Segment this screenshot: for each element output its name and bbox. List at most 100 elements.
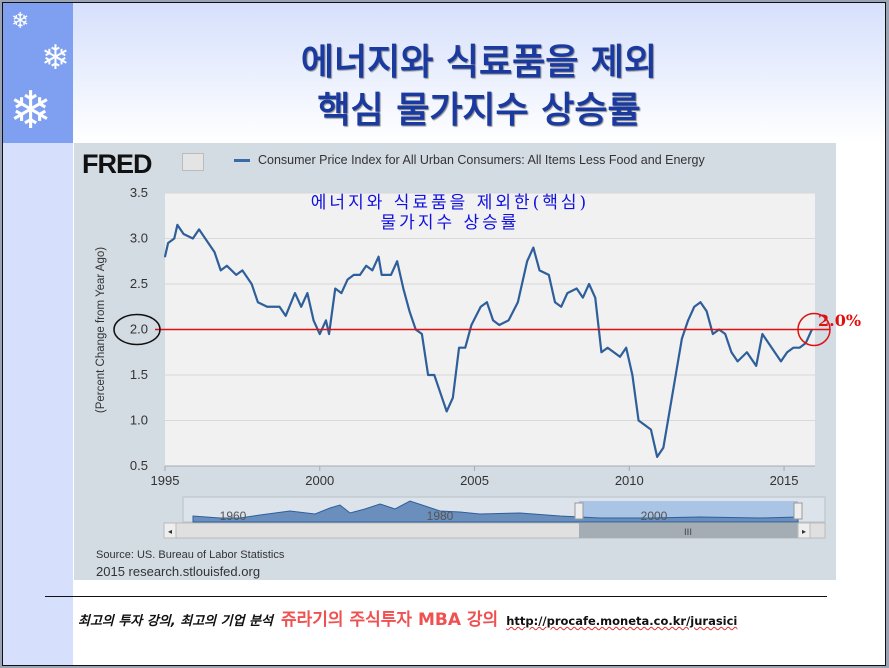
data-point: [470, 324, 473, 326]
data-point: [712, 333, 714, 335]
data-point: [173, 237, 176, 240]
data-point: [798, 346, 801, 349]
data-point: [582, 296, 584, 299]
scroll-right-button[interactable]: [797, 522, 811, 539]
data-point: [625, 346, 627, 349]
source-note: Source: US. Bureau of Labor Statistics: [96, 549, 285, 561]
scrollbar-thumb[interactable]: [579, 523, 798, 538]
data-point: [176, 224, 179, 226]
data-point: [219, 269, 222, 272]
data-point: [507, 319, 510, 322]
data-point: [365, 265, 367, 267]
data-point: [433, 374, 436, 376]
data-point: [681, 337, 683, 340]
data-point: [594, 296, 597, 299]
data-point: [439, 392, 442, 395]
navigator-left-handle[interactable]: [574, 502, 584, 520]
data-point: [334, 287, 337, 290]
data-point: [235, 274, 237, 276]
footer-brand: 쥬라기의 주식투자 MBA 강의: [281, 610, 499, 630]
data-point: [294, 292, 296, 294]
data-point: [346, 278, 349, 281]
data-point: [786, 351, 788, 354]
data-point: [464, 346, 467, 349]
y-tick-label: 3.5: [130, 185, 148, 200]
y-tick-label: 3.0: [130, 231, 148, 246]
data-point: [517, 301, 519, 304]
y-tick-label: 1.5: [130, 367, 148, 382]
data-point: [575, 287, 578, 290]
data-point: [300, 305, 302, 308]
data-point: [353, 274, 355, 276]
x-tick-label: 2015: [770, 473, 799, 488]
data-point: [486, 301, 488, 304]
data-point: [606, 346, 609, 349]
data-point: [761, 333, 764, 335]
data-point: [780, 360, 782, 363]
data-point: [257, 301, 259, 304]
footer-tagline: 최고의 투자 강의, 최고의 기업 분석: [78, 614, 274, 629]
x-tick-label: 1995: [151, 473, 180, 488]
navigator-selection: [579, 501, 798, 522]
data-point: [325, 319, 327, 322]
y-tick-label: 0.5: [130, 458, 148, 473]
data-point: [402, 287, 405, 290]
data-point: [380, 274, 383, 276]
data-point: [526, 260, 528, 263]
data-point: [560, 305, 562, 308]
data-point: [204, 237, 207, 240]
snowflake-icon: ❄: [9, 81, 53, 141]
data-point: [600, 351, 603, 354]
data-point: [479, 305, 482, 308]
data-point: [532, 246, 535, 249]
footer-url[interactable]: http://procafe.moneta.co.kr/jurasici: [506, 614, 738, 628]
data-point: [371, 269, 374, 272]
data-point: [746, 351, 748, 354]
data-point: [192, 237, 194, 240]
snowflake-icon: ❄: [41, 38, 70, 78]
scrollbar-grip-icon: III: [684, 528, 692, 538]
legend-label: Consumer Price Index for All Urban Consu…: [258, 153, 705, 167]
data-point: [693, 305, 696, 308]
highlight-ellipse: [113, 313, 161, 346]
data-point: [631, 374, 634, 376]
fred-logo: FRED: [82, 149, 152, 179]
slide-title: 에너지와 식료품을 제외 핵심 물가지수 상승률: [83, 39, 875, 135]
annotation-line-1: 에너지와 식료품을 제외한(핵심): [310, 193, 590, 213]
data-point: [198, 228, 200, 231]
annotation-line-2: 물가지수 상승률: [380, 213, 520, 233]
data-point: [767, 342, 770, 344]
data-point: [318, 333, 321, 335]
x-tick-label: 2000: [305, 473, 334, 488]
navigator-series: [192, 500, 799, 523]
y-axis-label: (Percent Change from Year Ago): [95, 247, 107, 413]
data-point: [445, 410, 448, 413]
copyright-note: 2015 research.stlouisfed.org: [96, 564, 261, 579]
footer-divider: [45, 596, 827, 597]
data-point: [773, 351, 776, 354]
data-point: [548, 274, 550, 276]
data-point: [359, 274, 361, 276]
chart-trend-icon: [182, 153, 204, 171]
navigator-right-handle[interactable]: [793, 502, 803, 520]
x-tick-label: 2005: [460, 473, 489, 488]
arrow-right-icon: ▸: [802, 527, 806, 536]
data-point: [377, 255, 380, 258]
data-point: [241, 269, 244, 272]
data-point: [498, 324, 501, 326]
data-point: [674, 374, 677, 376]
data-point: [792, 346, 795, 349]
navigator-year-label: 1980: [427, 509, 454, 523]
data-point: [613, 351, 615, 354]
title-line-1: 에너지와 식료품을 제외: [300, 42, 658, 83]
data-point: [396, 260, 398, 263]
data-point: [266, 305, 268, 308]
data-point: [182, 233, 185, 235]
data-point: [452, 396, 454, 399]
scroll-left-button[interactable]: [163, 522, 177, 539]
data-point: [408, 310, 411, 313]
data-point: [164, 255, 166, 258]
data-point: [662, 447, 665, 449]
data-point: [421, 333, 423, 335]
